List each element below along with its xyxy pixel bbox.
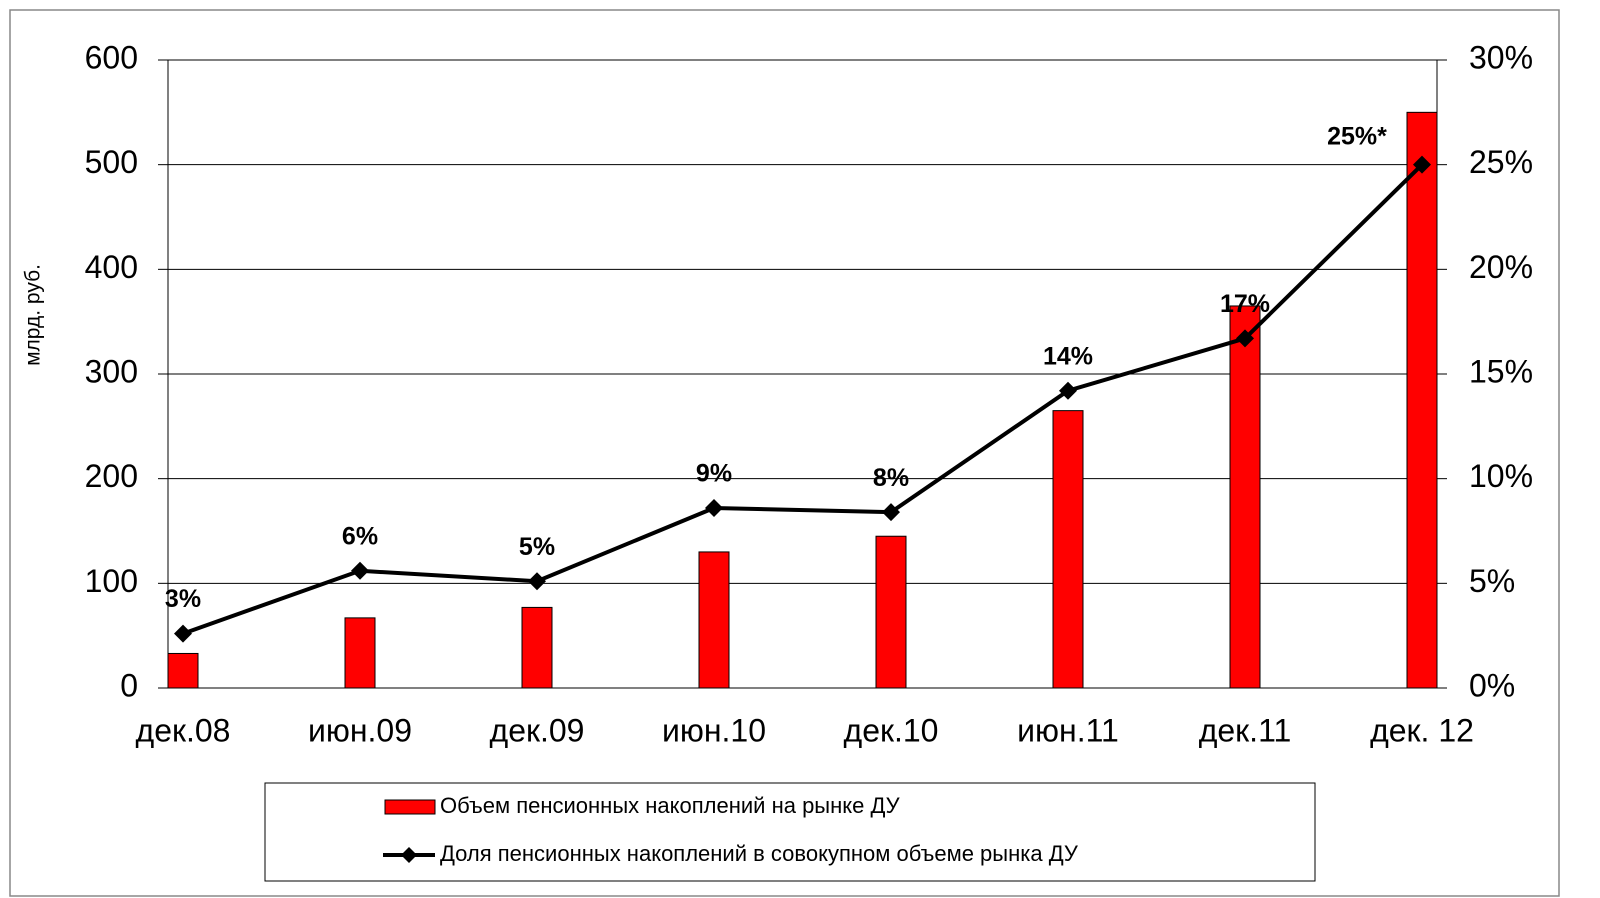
chart-frame <box>9 9 1560 897</box>
legend-label: Доля пенсионных накоплений в совокупном … <box>440 841 1079 866</box>
legend-box <box>264 782 1316 882</box>
legend-swatch <box>384 799 436 815</box>
line <box>182 163 1424 636</box>
data-label: 6% <box>342 522 378 550</box>
bar <box>521 606 553 689</box>
data-label: 25%* <box>1327 122 1387 150</box>
x-tick-label: июн.10 <box>662 712 766 748</box>
y2-tick-label: 0% <box>1469 667 1515 703</box>
marker <box>882 503 900 522</box>
y2-tick-label: 30% <box>1469 39 1533 75</box>
y-tick-label: 100 <box>85 563 138 599</box>
x-tick-label: дек.10 <box>844 712 939 748</box>
y-tick-label: 600 <box>85 39 138 75</box>
y-tick-label: 500 <box>85 144 138 180</box>
bar <box>1406 111 1438 689</box>
bar <box>1052 410 1084 689</box>
y2-tick-label: 15% <box>1469 353 1533 389</box>
y2-tick-label: 25% <box>1469 144 1533 180</box>
marker <box>1236 329 1254 348</box>
y2-tick-label: 10% <box>1469 458 1533 494</box>
marker <box>351 561 369 580</box>
x-tick-label: июн.11 <box>1017 712 1119 748</box>
bar <box>698 551 730 689</box>
y2-tick-label: 20% <box>1469 249 1533 285</box>
marker <box>174 624 192 643</box>
y-tick-label: 0 <box>120 667 138 703</box>
bar <box>875 535 907 689</box>
legend-label: Объем пенсионных накоплений на рынке ДУ <box>440 793 901 818</box>
marker <box>1059 381 1077 400</box>
marker <box>528 572 546 591</box>
marker <box>705 498 723 517</box>
y2-tick-label: 5% <box>1469 563 1515 599</box>
data-label: 9% <box>696 460 732 488</box>
x-tick-label: дек.11 <box>1199 712 1292 748</box>
data-label: 8% <box>873 464 909 492</box>
data-label: 17% <box>1220 290 1270 318</box>
x-tick-label: дек.09 <box>490 712 585 748</box>
x-tick-label: дек. 12 <box>1370 712 1474 748</box>
data-label: 3% <box>165 585 201 613</box>
bar <box>167 652 199 689</box>
x-tick-label: июн.09 <box>308 712 412 748</box>
y-axis-label: млрд. руб. <box>22 264 45 366</box>
y-tick-label: 200 <box>85 458 138 494</box>
bar <box>1229 305 1261 689</box>
legend-marker <box>401 847 417 863</box>
data-label: 14% <box>1043 342 1093 370</box>
data-label: 5% <box>519 533 555 561</box>
marker <box>1413 155 1431 174</box>
y-tick-label: 300 <box>85 353 138 389</box>
x-tick-label: дек.08 <box>136 712 231 748</box>
bar <box>344 617 376 689</box>
y-tick-label: 400 <box>85 249 138 285</box>
